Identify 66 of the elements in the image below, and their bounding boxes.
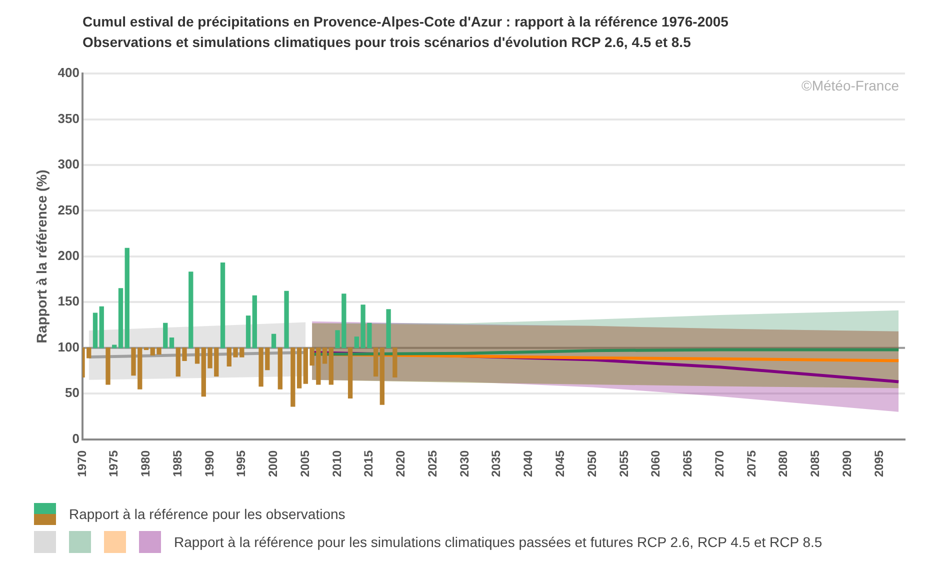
x-tick-label: 2055 <box>616 450 631 478</box>
bar <box>169 337 174 348</box>
bar <box>380 348 384 405</box>
y-tick-label: 50 <box>65 385 80 400</box>
bar <box>246 316 251 348</box>
x-tick-label: 2040 <box>521 450 536 478</box>
bar <box>144 348 149 350</box>
text: Rapport à la référence pour les simulations climatiques passées et futures RCP 2.6, RCP 4.5 et RCP 8.5 <box>174 534 822 550</box>
bar <box>328 348 334 385</box>
x-tick-label: 2075 <box>744 450 758 478</box>
x-tick-label: 2035 <box>489 450 504 478</box>
y-tick-label: 250 <box>58 202 80 218</box>
bar <box>220 262 226 348</box>
bar <box>118 288 124 348</box>
x-tick-label: 1990 <box>202 450 216 478</box>
x-tick-label: 2095 <box>872 450 886 478</box>
x-tick-label: 1980 <box>138 450 153 478</box>
bar <box>278 348 282 390</box>
bar <box>271 334 276 348</box>
bar <box>373 348 378 377</box>
y-tick-label: 0 <box>72 430 80 446</box>
bar <box>163 322 168 348</box>
y-tick-label: 350 <box>58 110 80 126</box>
x-tick-label: 2005 <box>298 450 312 478</box>
bar <box>290 348 296 407</box>
x-tick-label: 2020 <box>394 450 408 478</box>
x-tick-label: 2030 <box>457 450 472 478</box>
x-tick-label: 2015 <box>362 450 376 478</box>
x-tick-label: 1995 <box>234 450 248 478</box>
bar <box>392 348 398 378</box>
x-tick-label: 2025 <box>425 450 440 478</box>
bar <box>124 248 130 348</box>
x-tick-label: 2000 <box>266 450 280 478</box>
x-tick-label: 2010 <box>330 450 344 478</box>
legend-label: Rapport à la référence pour les observations <box>69 506 346 522</box>
bar <box>194 348 200 364</box>
x-tick-label: 2050 <box>584 450 599 478</box>
bar <box>296 348 302 388</box>
bar <box>284 290 289 348</box>
y-tick-label: 100 <box>58 339 80 354</box>
chart-subtitle: Observations et simulations climatiques pour trois scénarios d'évolution RCP 2.6, 4.5 et 8.5 <box>82 34 692 50</box>
bar <box>188 272 194 348</box>
y-tick-label: 200 <box>58 248 80 264</box>
x-tick-label: 2045 <box>553 450 568 478</box>
y-tick-label: 300 <box>58 156 80 172</box>
y-tick-label: 150 <box>58 294 80 309</box>
x-tick-label: 1970 <box>74 450 89 478</box>
x-tick-label: 1975 <box>106 450 121 478</box>
bar <box>92 312 98 348</box>
chart-title: Cumul estival de précipitations en Provence-Alpes-Cote d'Azur : rapport à la référence 1976-2005 <box>82 13 729 30</box>
x-tick-label: 2065 <box>680 450 695 478</box>
bar <box>348 348 353 398</box>
x-tick-label: 2070 <box>712 450 726 478</box>
y-tick-label: 400 <box>58 65 80 80</box>
bar <box>252 295 257 348</box>
x-tick-label: 2090 <box>840 450 854 478</box>
y-axis-title: Rapport à la référence (%) <box>33 170 50 344</box>
bar <box>99 306 104 348</box>
x-tick-label: 2080 <box>776 450 790 478</box>
annotation: ©Météo-France <box>802 77 900 94</box>
bar <box>322 348 328 364</box>
x-tick-label: 1985 <box>170 450 184 478</box>
x-tick-label: 2085 <box>808 450 822 478</box>
bar <box>106 348 110 385</box>
x-tick-label: 2060 <box>648 450 663 478</box>
bar <box>386 309 391 348</box>
